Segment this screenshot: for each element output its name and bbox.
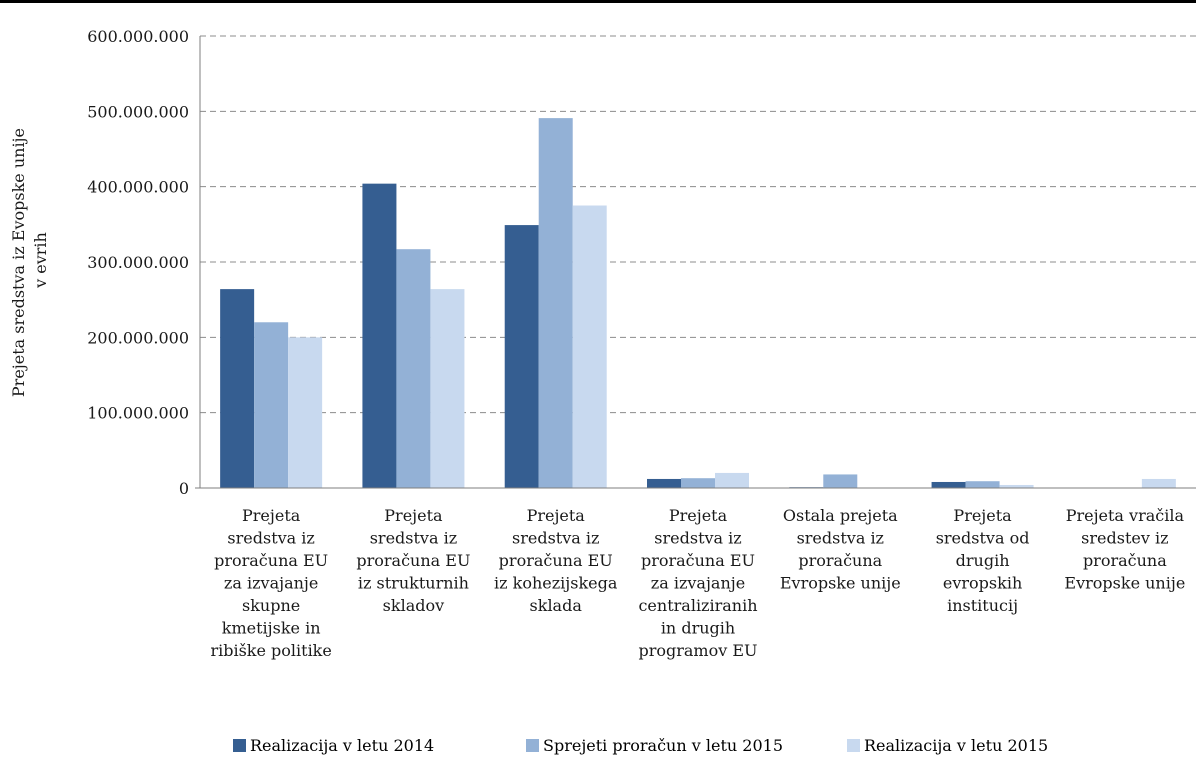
bar-1-cat-6	[931, 481, 966, 488]
bar-1-cat-3	[504, 225, 539, 488]
category-label: Prejeta sredstva od drugih evropskih institu…	[936, 506, 1030, 615]
bar-2-cat-1	[254, 322, 289, 488]
bar-2-cat-5	[823, 474, 858, 488]
category-label-line: Prejeta	[669, 506, 728, 525]
y-tick-label: 0	[179, 479, 189, 498]
category-label-line: proračuna EU	[214, 551, 328, 570]
category-label-line: sredstva iz	[512, 529, 599, 548]
legend-swatch-realizacija-2015	[847, 739, 860, 752]
category-label: Ostala prejeta sredstva iz proračuna Evrops…	[780, 506, 901, 593]
category-label-line: kmetijske in	[222, 619, 321, 638]
y-tick-label: 600.000.000	[87, 27, 189, 46]
bar-2-cat-6	[965, 481, 1000, 488]
category-label: Prejeta sredstva iz proračuna EU za izvajan…	[638, 506, 757, 660]
category-label-line: proračuna	[798, 551, 882, 570]
x-axis-category-labels: Prejeta sredstva iz proračuna EU za izvajan…	[210, 506, 1185, 660]
legend-label-realizacija-2014: Realizacija v letu 2014	[250, 736, 435, 755]
legend-item-sprejeti-proracun-2015: Sprejeti proračun v letu 2015	[526, 736, 783, 755]
bars	[220, 118, 1176, 489]
category-label-line: Prejeta	[242, 506, 301, 525]
category-label: Prejeta sredstva iz proračuna EU iz struktu…	[356, 506, 470, 615]
category-label-line: skladov	[383, 596, 444, 615]
category-label-line: sredstev iz	[1081, 529, 1168, 548]
bar-1-cat-2	[362, 183, 397, 489]
y-axis-tick-labels: 0 100.000.000 200.000.000 300.000.000 400.00…	[87, 27, 189, 498]
category-label-line: institucij	[947, 596, 1018, 615]
y-axis-label-line-2: v evrih	[31, 232, 50, 289]
category-label: Prejeta vračila sredstev iz proračuna Evrop…	[1064, 506, 1185, 593]
top-border-rule	[0, 0, 1196, 3]
category-label-line: za izvajanje	[224, 574, 318, 593]
chart-legend: Realizacija v letu 2014 Sprejeti proraču…	[233, 736, 1133, 758]
bar-2-cat-4	[681, 478, 715, 488]
category-label-line: proračuna EU	[356, 551, 470, 570]
bar-3-cat-2	[430, 289, 465, 488]
category-label-line: Prejeta	[527, 506, 586, 525]
category-label-line: Evropske unije	[1064, 574, 1185, 593]
y-tick-label: 200.000.000	[87, 328, 189, 347]
category-label: Prejeta sredstva iz proračuna EU za izvajan…	[210, 506, 331, 660]
category-label-line: skupne	[242, 596, 300, 615]
y-tick-label: 100.000.000	[87, 404, 189, 423]
category-label-line: Prejeta	[384, 506, 443, 525]
legend-label-sprejeti-proracun-2015: Sprejeti proračun v letu 2015	[543, 736, 783, 755]
grid-lines	[200, 35, 1196, 414]
category-label-line: sredstva iz	[227, 529, 314, 548]
y-tick-label: 500.000.000	[87, 102, 189, 121]
category-label-line: Ostala prejeta	[783, 506, 898, 525]
bar-3-cat-4	[715, 472, 749, 488]
category-label-line: proračuna	[1083, 551, 1167, 570]
category-label-line: sredstva iz	[654, 529, 741, 548]
bar-1-cat-1	[220, 289, 255, 488]
bar-2-cat-2	[396, 249, 431, 488]
y-tick-label: 400.000.000	[87, 178, 189, 197]
bar-3-cat-6	[999, 484, 1034, 488]
bar-1-cat-4	[647, 478, 681, 488]
legend-label-realizacija-2015: Realizacija v letu 2015	[864, 736, 1049, 755]
category-label-line: sredstva iz	[797, 529, 884, 548]
y-axis-label: Prejeta sredstva iz Evopske unije v evri…	[9, 123, 50, 397]
legend-swatch-sprejeti-proracun-2015	[526, 739, 539, 752]
legend-item-realizacija-2015: Realizacija v letu 2015	[847, 736, 1048, 755]
bar-chart: 0 100.000.000 200.000.000 300.000.000 400.00…	[9, 27, 1196, 660]
legend-swatch-realizacija-2014	[233, 739, 246, 752]
category-label-line: Prejeta	[953, 506, 1012, 525]
bar-3-cat-3	[572, 205, 607, 488]
category-label-line: iz kohezijskega	[494, 574, 618, 593]
bar-3-cat-7	[1141, 478, 1176, 488]
category-label-line: sredstva od	[936, 529, 1030, 548]
category-label-line: za izvajanje	[651, 574, 745, 593]
category-label: Prejeta sredstva iz proračuna EU iz kohezij…	[494, 506, 618, 615]
category-label-line: in drugih	[661, 619, 735, 638]
category-label-line: sredstva iz	[370, 529, 457, 548]
legend-item-realizacija-2014: Realizacija v letu 2014	[233, 736, 434, 755]
category-label-line: proračuna EU	[641, 551, 755, 570]
bar-2-cat-3	[538, 118, 573, 488]
category-label-line: centraliziranih	[638, 596, 757, 615]
category-label-line: Prejeta vračila	[1066, 506, 1185, 525]
category-label-line: sklada	[530, 596, 583, 615]
category-label-line: programov EU	[638, 641, 757, 660]
bar-3-cat-1	[288, 337, 323, 488]
category-label-line: evropskih	[943, 574, 1022, 593]
y-tick-label: 300.000.000	[87, 253, 189, 272]
category-label-line: proračuna EU	[499, 551, 613, 570]
category-label-line: Evropske unije	[780, 574, 901, 593]
category-label-line: ribiške politike	[210, 641, 331, 660]
category-label-line: drugih	[956, 551, 1010, 570]
category-label-line: iz strukturnih	[358, 574, 469, 593]
y-axis-label-line-1: Prejeta sredstva iz Evopske unije	[9, 128, 28, 397]
